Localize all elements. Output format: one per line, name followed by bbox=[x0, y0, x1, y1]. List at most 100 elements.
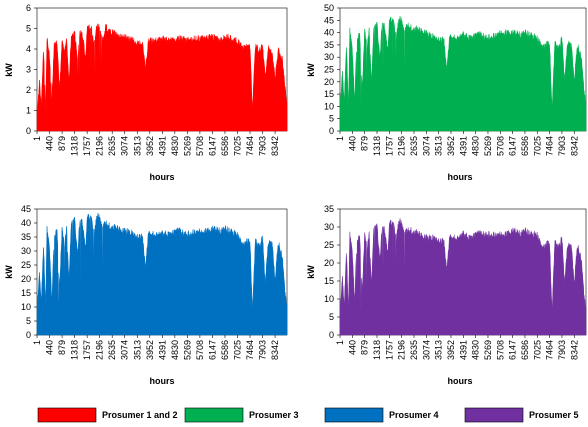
x-tick-label: 3513 bbox=[434, 136, 444, 156]
x-tick-label: 1318 bbox=[70, 136, 80, 156]
x-tick-label: 3952 bbox=[446, 136, 456, 156]
x-tick-label: 2635 bbox=[409, 340, 419, 360]
y-tick-label: 10 bbox=[21, 302, 31, 312]
chart-prosumer-5: kW hours 0 5 10 15 20 25 30 35 1 440 879 1318 1757 21… bbox=[306, 204, 587, 386]
y-tick-label: 25 bbox=[324, 240, 334, 250]
x-tick-label: 5708 bbox=[495, 340, 505, 360]
x-tick-label: 1318 bbox=[372, 136, 382, 156]
y-axis-label: kW bbox=[306, 265, 316, 279]
legend-label: Prosumer 1 and 2 bbox=[102, 410, 178, 420]
x-tick-label: 7464 bbox=[245, 340, 255, 360]
x-tick-label: 3952 bbox=[145, 136, 155, 156]
x-tick-label: 440 bbox=[45, 136, 55, 151]
x-tick-label: 7025 bbox=[232, 340, 242, 360]
x-tick-label: 1757 bbox=[82, 340, 92, 360]
y-tick-label: 35 bbox=[21, 232, 31, 242]
x-tick-label: 4830 bbox=[170, 340, 180, 360]
legend-swatch bbox=[184, 407, 244, 423]
x-tick-label: 8342 bbox=[569, 136, 579, 156]
x-tick-label: 7903 bbox=[557, 340, 567, 360]
x-tick-label: 6586 bbox=[520, 136, 530, 156]
x-tick-label: 3074 bbox=[421, 136, 431, 156]
legend-item: Prosumer 5 bbox=[464, 407, 579, 423]
y-tick-label: 5 bbox=[329, 312, 334, 322]
x-tick-label: 1 bbox=[32, 136, 42, 141]
x-axis-label: hours bbox=[149, 172, 174, 182]
x-tick-label: 1318 bbox=[70, 340, 80, 360]
legend-swatch bbox=[464, 407, 524, 423]
x-tick-label: 3074 bbox=[120, 340, 130, 360]
x-tick-label: 1318 bbox=[372, 340, 382, 360]
x-tick-label: 1757 bbox=[384, 136, 394, 156]
x-tick-label: 2635 bbox=[409, 136, 419, 156]
y-tick-label: 40 bbox=[21, 218, 31, 228]
x-tick-label: 6147 bbox=[207, 136, 217, 156]
y-tick-label: 30 bbox=[21, 246, 31, 256]
x-tick-label: 4830 bbox=[471, 340, 481, 360]
x-tick-label: 2196 bbox=[397, 136, 407, 156]
x-tick-label: 6147 bbox=[508, 136, 518, 156]
x-tick-label: 7903 bbox=[258, 340, 268, 360]
x-tick-label: 879 bbox=[360, 136, 370, 151]
y-tick-label: 0 bbox=[26, 126, 31, 136]
x-tick-label: 6147 bbox=[207, 340, 217, 360]
x-tick-label: 440 bbox=[45, 340, 55, 355]
y-axis-label: kW bbox=[4, 265, 14, 279]
series-area bbox=[339, 16, 587, 132]
x-tick-label: 7464 bbox=[245, 136, 255, 156]
x-tick-label: 3513 bbox=[132, 136, 142, 156]
x-tick-label: 7464 bbox=[545, 136, 555, 156]
y-axis-label: kW bbox=[306, 63, 316, 77]
legend-label: Prosumer 5 bbox=[529, 410, 579, 420]
x-tick-label: 4391 bbox=[157, 340, 167, 360]
x-tick-label: 1 bbox=[335, 136, 345, 141]
x-tick-label: 879 bbox=[57, 136, 67, 151]
y-tick-label: 3 bbox=[26, 65, 31, 75]
x-tick-label: 440 bbox=[347, 136, 357, 151]
y-tick-label: 15 bbox=[324, 276, 334, 286]
x-tick-label: 5708 bbox=[495, 136, 505, 156]
x-tick-label: 3513 bbox=[434, 340, 444, 360]
y-tick-label: 5 bbox=[26, 24, 31, 34]
x-tick-label: 6586 bbox=[520, 340, 530, 360]
x-tick-label: 2196 bbox=[95, 340, 105, 360]
y-tick-label: 0 bbox=[329, 330, 334, 340]
y-axis-label: kW bbox=[4, 63, 14, 77]
x-tick-label: 3074 bbox=[421, 340, 431, 360]
legend-item: Prosumer 3 bbox=[184, 407, 299, 423]
x-tick-label: 2196 bbox=[397, 340, 407, 360]
x-tick-label: 5269 bbox=[182, 340, 192, 360]
y-tick-label: 5 bbox=[26, 316, 31, 326]
x-tick-label: 4830 bbox=[170, 136, 180, 156]
x-tick-label: 8342 bbox=[270, 340, 280, 360]
y-tick-label: 10 bbox=[324, 294, 334, 304]
x-tick-label: 8342 bbox=[270, 136, 280, 156]
x-tick-label: 3952 bbox=[145, 340, 155, 360]
y-tick-label: 2 bbox=[26, 85, 31, 95]
y-tick-label: 30 bbox=[324, 222, 334, 232]
x-tick-label: 7903 bbox=[258, 136, 268, 156]
x-tick-label: 4391 bbox=[157, 136, 167, 156]
x-tick-label: 5708 bbox=[195, 340, 205, 360]
y-tick-label: 45 bbox=[324, 15, 334, 25]
x-tick-label: 8342 bbox=[569, 340, 579, 360]
x-tick-label: 1 bbox=[335, 340, 345, 345]
y-tick-label: 5 bbox=[329, 114, 334, 124]
y-tick-label: 25 bbox=[21, 260, 31, 270]
legend-item: Prosumer 4 bbox=[324, 407, 439, 423]
legend-swatch bbox=[37, 407, 97, 423]
chart-prosumer-3: kW hours 0 5 10 15 20 25 30 35 40 45 50 1 440 879 1318… bbox=[306, 3, 587, 182]
x-tick-label: 5269 bbox=[483, 136, 493, 156]
y-tick-label: 6 bbox=[26, 3, 31, 13]
series-area bbox=[36, 212, 288, 336]
y-tick-label: 20 bbox=[324, 258, 334, 268]
x-tick-label: 5269 bbox=[182, 136, 192, 156]
x-axis-label: hours bbox=[447, 376, 472, 386]
legend-swatch bbox=[324, 407, 384, 423]
x-tick-label: 4830 bbox=[471, 136, 481, 156]
x-tick-label: 7903 bbox=[557, 136, 567, 156]
x-tick-label: 6586 bbox=[220, 136, 230, 156]
y-tick-label: 25 bbox=[324, 65, 334, 75]
